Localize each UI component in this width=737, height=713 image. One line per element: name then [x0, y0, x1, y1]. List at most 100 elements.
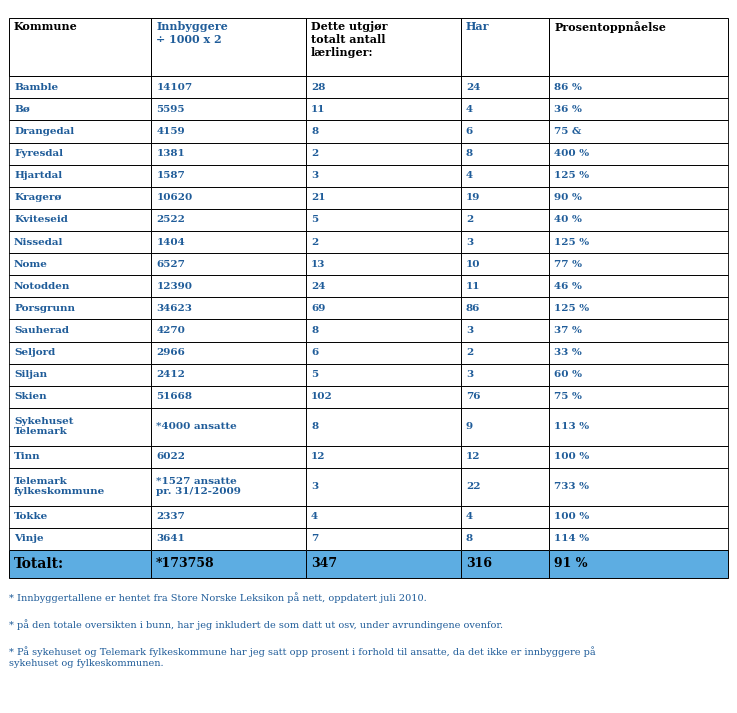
- Text: Sauherad: Sauherad: [14, 326, 69, 335]
- Bar: [151, 209, 306, 231]
- Bar: [306, 468, 461, 506]
- Text: 4270: 4270: [156, 326, 185, 335]
- Text: 1404: 1404: [156, 237, 185, 247]
- Bar: [461, 120, 549, 143]
- Bar: [9, 76, 151, 98]
- Text: 102: 102: [311, 392, 333, 401]
- Bar: [9, 550, 151, 578]
- Bar: [461, 319, 549, 342]
- Text: 2522: 2522: [156, 215, 185, 225]
- Text: Kommune: Kommune: [14, 21, 77, 32]
- Bar: [461, 550, 549, 578]
- Bar: [9, 342, 151, 364]
- Text: 10620: 10620: [156, 193, 192, 202]
- Bar: [9, 18, 151, 76]
- Text: Drangedal: Drangedal: [14, 127, 74, 136]
- Bar: [549, 550, 728, 578]
- Text: *1527 ansatte
pr. 31/12-2009: *1527 ansatte pr. 31/12-2009: [156, 477, 241, 496]
- Bar: [9, 253, 151, 275]
- Bar: [549, 253, 728, 275]
- Text: Prosentoppnåelse: Prosentoppnåelse: [554, 21, 666, 34]
- Text: 90 %: 90 %: [554, 193, 582, 202]
- Bar: [461, 342, 549, 364]
- Text: 2: 2: [311, 237, 318, 247]
- Bar: [549, 468, 728, 506]
- Text: 3: 3: [311, 482, 318, 491]
- Bar: [549, 342, 728, 364]
- Bar: [461, 528, 549, 550]
- Bar: [549, 209, 728, 231]
- Text: Bø: Bø: [14, 105, 29, 114]
- Text: 113 %: 113 %: [554, 422, 590, 431]
- Text: Totalt:: Totalt:: [14, 557, 64, 571]
- Text: 86: 86: [466, 304, 481, 313]
- Bar: [306, 446, 461, 468]
- Bar: [461, 506, 549, 528]
- Bar: [306, 297, 461, 319]
- Bar: [461, 550, 549, 578]
- Bar: [549, 231, 728, 253]
- Bar: [9, 528, 151, 550]
- Text: Kviteseid: Kviteseid: [14, 215, 68, 225]
- Text: Hjartdal: Hjartdal: [14, 171, 62, 180]
- Text: Seljord: Seljord: [14, 348, 55, 357]
- Text: 6: 6: [466, 127, 473, 136]
- Text: *4000 ansatte: *4000 ansatte: [156, 422, 237, 431]
- Bar: [9, 165, 151, 187]
- Text: 3: 3: [311, 171, 318, 180]
- Text: 5595: 5595: [156, 105, 185, 114]
- Bar: [151, 506, 306, 528]
- Text: 33 %: 33 %: [554, 348, 582, 357]
- Bar: [306, 506, 461, 528]
- Text: 100 %: 100 %: [554, 452, 590, 461]
- Text: 51668: 51668: [156, 392, 192, 401]
- Bar: [461, 468, 549, 506]
- Text: 100 %: 100 %: [554, 512, 590, 521]
- Bar: [549, 165, 728, 187]
- Bar: [9, 187, 151, 209]
- Bar: [9, 120, 151, 143]
- Text: Porsgrunn: Porsgrunn: [14, 304, 75, 313]
- Text: Skien: Skien: [14, 392, 46, 401]
- Bar: [306, 231, 461, 253]
- Bar: [151, 231, 306, 253]
- Text: 5: 5: [311, 370, 318, 379]
- Text: Sykehuset
Telemark: Sykehuset Telemark: [14, 417, 74, 436]
- Bar: [9, 231, 151, 253]
- Text: 11: 11: [466, 282, 481, 291]
- Text: 3641: 3641: [156, 534, 185, 543]
- Text: 11: 11: [311, 105, 326, 114]
- Bar: [549, 120, 728, 143]
- Text: 8: 8: [466, 534, 473, 543]
- Text: 3: 3: [466, 326, 473, 335]
- Text: Nissedal: Nissedal: [14, 237, 63, 247]
- Text: 4: 4: [311, 512, 318, 521]
- Bar: [549, 364, 728, 386]
- Text: 37 %: 37 %: [554, 326, 582, 335]
- Text: 7: 7: [311, 534, 318, 543]
- Text: 8: 8: [311, 422, 318, 431]
- Bar: [461, 253, 549, 275]
- Text: 13: 13: [311, 260, 326, 269]
- Bar: [549, 275, 728, 297]
- Text: 46 %: 46 %: [554, 282, 582, 291]
- Bar: [151, 468, 306, 506]
- Bar: [151, 120, 306, 143]
- Bar: [549, 408, 728, 446]
- Bar: [306, 386, 461, 408]
- Text: 114 %: 114 %: [554, 534, 590, 543]
- Bar: [461, 231, 549, 253]
- Text: Siljan: Siljan: [14, 370, 47, 379]
- Text: 733 %: 733 %: [554, 482, 589, 491]
- Text: 34623: 34623: [156, 304, 192, 313]
- Bar: [306, 364, 461, 386]
- Text: 10: 10: [466, 260, 481, 269]
- Text: 28: 28: [311, 83, 326, 92]
- Bar: [306, 550, 461, 578]
- Text: 8: 8: [466, 149, 473, 158]
- Bar: [9, 275, 151, 297]
- Bar: [549, 550, 728, 578]
- Text: Dette utgjør
totalt antall
lærlinger:: Dette utgjør totalt antall lærlinger:: [311, 21, 388, 58]
- Text: 19: 19: [466, 193, 481, 202]
- Bar: [151, 143, 306, 165]
